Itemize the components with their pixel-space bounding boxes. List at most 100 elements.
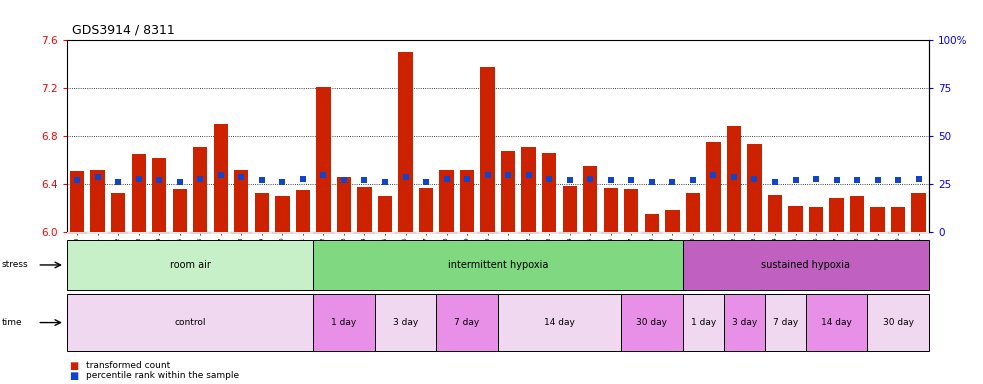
Text: 30 day: 30 day: [883, 318, 913, 327]
Text: stress: stress: [2, 260, 29, 270]
Bar: [765, 294, 806, 351]
Bar: [827, 232, 846, 234]
Bar: [621, 232, 642, 234]
Bar: [501, 151, 515, 232]
Bar: [478, 232, 497, 234]
Text: 1 day: 1 day: [331, 318, 357, 327]
Bar: [210, 232, 231, 234]
Bar: [272, 232, 293, 234]
Text: 14 day: 14 day: [544, 318, 575, 327]
Bar: [580, 232, 601, 234]
Text: ■: ■: [69, 361, 78, 371]
Bar: [460, 170, 474, 232]
Bar: [152, 158, 166, 232]
Bar: [867, 294, 929, 351]
Text: intermittent hypoxia: intermittent hypoxia: [447, 260, 549, 270]
Bar: [518, 232, 539, 234]
Bar: [911, 193, 926, 232]
Bar: [481, 67, 494, 232]
Bar: [497, 232, 518, 234]
Bar: [539, 232, 559, 234]
Bar: [296, 190, 310, 232]
Bar: [645, 214, 659, 232]
Bar: [357, 187, 372, 232]
Bar: [314, 232, 333, 234]
Text: room air: room air: [169, 260, 210, 270]
Bar: [457, 232, 478, 234]
Text: 3 day: 3 day: [393, 318, 418, 327]
Bar: [642, 232, 663, 234]
Bar: [436, 232, 457, 234]
Bar: [213, 124, 228, 232]
Bar: [744, 232, 765, 234]
Text: percentile rank within the sample: percentile rank within the sample: [86, 371, 239, 380]
Bar: [398, 52, 413, 232]
Bar: [723, 294, 765, 351]
Bar: [830, 197, 843, 232]
Bar: [190, 232, 210, 234]
Bar: [723, 232, 744, 234]
Bar: [193, 147, 207, 232]
Bar: [870, 207, 885, 232]
Bar: [809, 207, 823, 232]
Bar: [846, 232, 867, 234]
Bar: [867, 232, 888, 234]
Bar: [132, 154, 145, 232]
Bar: [252, 232, 272, 234]
Bar: [747, 144, 762, 232]
Bar: [90, 170, 105, 232]
Bar: [70, 171, 85, 232]
Bar: [375, 232, 395, 234]
Bar: [785, 232, 806, 234]
Bar: [888, 232, 908, 234]
Text: 7 day: 7 day: [454, 318, 480, 327]
Bar: [706, 142, 721, 232]
Text: ■: ■: [69, 371, 78, 381]
Bar: [665, 210, 679, 232]
Bar: [67, 294, 314, 351]
Bar: [522, 147, 536, 232]
Text: GDS3914 / 8311: GDS3914 / 8311: [72, 23, 175, 36]
Bar: [891, 207, 905, 232]
Bar: [768, 195, 782, 232]
Bar: [129, 232, 149, 234]
Bar: [317, 87, 330, 232]
Bar: [436, 294, 497, 351]
Bar: [108, 232, 129, 234]
Bar: [559, 232, 580, 234]
Bar: [314, 240, 682, 290]
Bar: [67, 240, 314, 290]
Bar: [173, 189, 187, 232]
Bar: [806, 294, 867, 351]
Bar: [908, 232, 929, 234]
Bar: [583, 166, 598, 232]
Bar: [419, 188, 434, 232]
Bar: [67, 232, 87, 234]
Bar: [663, 232, 682, 234]
Bar: [788, 206, 803, 232]
Bar: [293, 232, 314, 234]
Bar: [682, 232, 703, 234]
Bar: [395, 232, 416, 234]
Bar: [682, 294, 723, 351]
Bar: [416, 232, 436, 234]
Bar: [806, 232, 827, 234]
Text: time: time: [2, 318, 23, 327]
Bar: [601, 232, 621, 234]
Bar: [87, 232, 108, 234]
Bar: [375, 294, 436, 351]
Bar: [314, 294, 375, 351]
Text: 3 day: 3 day: [731, 318, 757, 327]
Text: 14 day: 14 day: [821, 318, 852, 327]
Text: transformed count: transformed count: [86, 361, 170, 370]
Bar: [439, 170, 454, 232]
Bar: [231, 232, 252, 234]
Bar: [111, 193, 126, 232]
Bar: [850, 196, 864, 232]
Bar: [149, 232, 169, 234]
Bar: [333, 232, 354, 234]
Bar: [542, 153, 556, 232]
Bar: [337, 177, 351, 232]
Bar: [726, 126, 741, 232]
Text: 1 day: 1 day: [690, 318, 716, 327]
